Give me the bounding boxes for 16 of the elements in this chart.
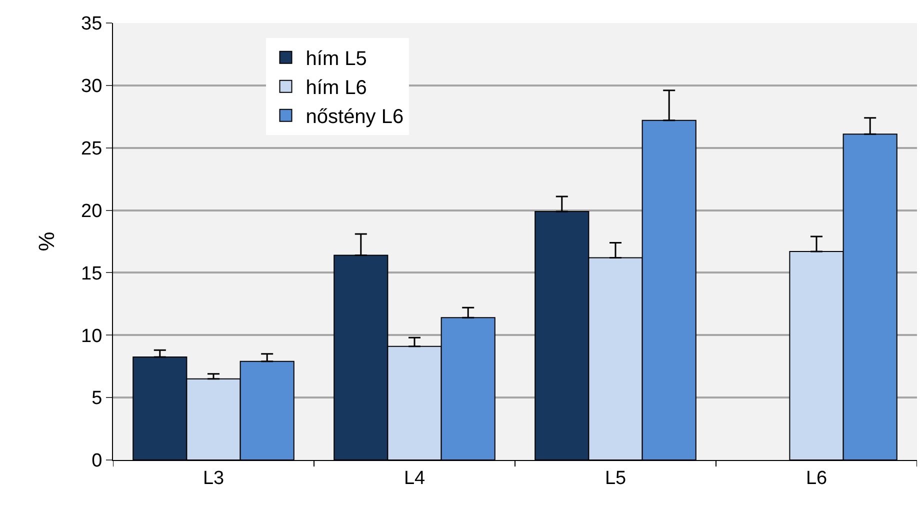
y-tick-label: 0 [92, 450, 102, 472]
legend-label: hím L5 [306, 48, 367, 70]
y-tick-label: 15 [81, 263, 102, 284]
y-tick-label: 10 [81, 326, 102, 347]
legend-label: nőstény L6 [306, 106, 404, 128]
y-tick-label: 5 [92, 388, 102, 410]
x-tick-label: L4 [404, 468, 426, 489]
y-tick-label: 20 [81, 200, 102, 222]
legend-label: hím L6 [306, 77, 367, 100]
y-tick-label: 30 [81, 76, 102, 98]
y-tick-label: 35 [81, 14, 102, 35]
y-axis-title: % [34, 232, 59, 252]
y-tick-label: 25 [81, 138, 102, 160]
x-tick-label: L3 [202, 468, 224, 489]
x-tick-label: L6 [806, 468, 828, 489]
x-tick-label: L5 [604, 468, 626, 489]
